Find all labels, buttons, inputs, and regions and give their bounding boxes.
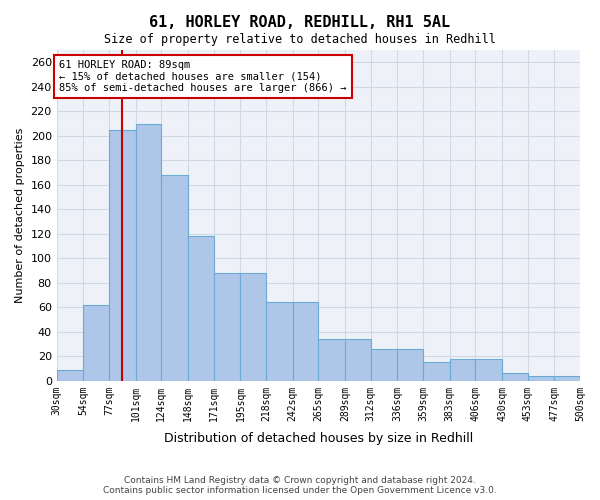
Text: 61, HORLEY ROAD, REDHILL, RH1 5AL: 61, HORLEY ROAD, REDHILL, RH1 5AL	[149, 15, 451, 30]
Bar	[56, 370, 83, 381]
Text: Contains HM Land Registry data © Crown copyright and database right 2024.
Contai: Contains HM Land Registry data © Crown c…	[103, 476, 497, 495]
Bar	[161, 175, 188, 381]
Text: 61 HORLEY ROAD: 89sqm
← 15% of detached houses are smaller (154)
85% of semi-det: 61 HORLEY ROAD: 89sqm ← 15% of detached …	[59, 60, 346, 93]
Bar	[109, 130, 136, 381]
Bar	[527, 376, 554, 381]
Bar	[188, 236, 214, 381]
Bar	[266, 302, 293, 381]
Bar	[397, 349, 423, 381]
Bar	[136, 124, 161, 381]
X-axis label: Distribution of detached houses by size in Redhill: Distribution of detached houses by size …	[164, 432, 473, 445]
Bar	[345, 339, 371, 381]
Bar	[319, 339, 345, 381]
Y-axis label: Number of detached properties: Number of detached properties	[15, 128, 25, 303]
Bar	[214, 273, 241, 381]
Bar	[450, 358, 475, 381]
Bar	[83, 305, 109, 381]
Bar	[241, 273, 266, 381]
Bar	[502, 374, 527, 381]
Text: Size of property relative to detached houses in Redhill: Size of property relative to detached ho…	[104, 32, 496, 46]
Bar	[423, 362, 450, 381]
Bar	[554, 376, 580, 381]
Bar	[475, 358, 502, 381]
Bar	[371, 349, 397, 381]
Bar	[293, 302, 319, 381]
